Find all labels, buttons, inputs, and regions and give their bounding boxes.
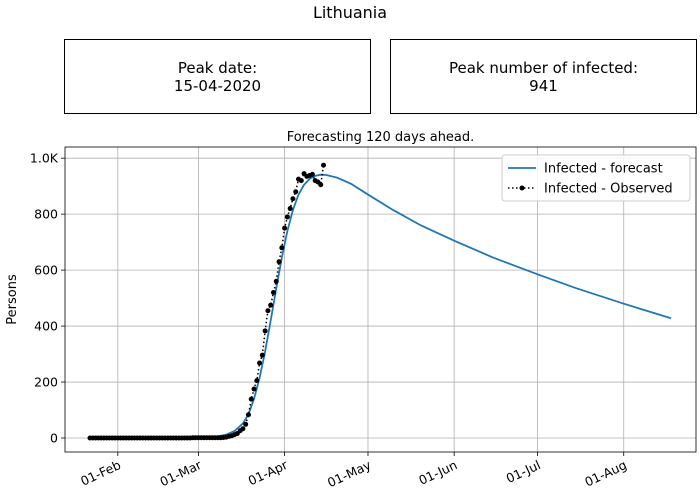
y-tick-label: 1.0K: [30, 151, 59, 166]
observed-point: [273, 278, 279, 284]
observed-point: [309, 171, 315, 177]
observed-point: [248, 396, 254, 402]
observed-point: [259, 352, 265, 358]
x-tick-label: 01-May: [325, 457, 374, 490]
y-tick-label: 400: [34, 319, 58, 334]
peak-count-value: 941: [529, 76, 558, 95]
legend-box: [501, 154, 691, 202]
y-tick-label: 800: [34, 207, 58, 222]
legend-entry-label: Infected - Observed: [544, 182, 673, 197]
x-tick-label: 01-Mar: [157, 457, 204, 490]
observed-point: [290, 196, 296, 202]
y-tick-label: 0: [50, 431, 58, 446]
observed-point: [284, 214, 290, 220]
peak-count-box: Peak number of infected: 941: [390, 39, 697, 114]
observed-point: [243, 421, 249, 427]
observed-point: [270, 290, 276, 296]
peak-date-label: Peak date:: [177, 58, 258, 77]
observed-point: [279, 245, 285, 251]
observed-series-line: [90, 165, 325, 439]
peak-date-box: Peak date: 15-04-2020: [64, 39, 371, 114]
x-tick-label: 01-Feb: [78, 457, 123, 489]
x-tick-label: 01-Aug: [582, 457, 629, 489]
observed-point: [257, 360, 263, 366]
x-tick-label: 01-Apr: [246, 457, 291, 489]
chart-title: Forecasting 120 days ahead.: [287, 130, 475, 145]
observed-point: [321, 162, 327, 168]
peak-date-value: 15-04-2020: [173, 76, 262, 95]
y-axis-label: Persons: [5, 274, 20, 325]
observed-point: [287, 206, 293, 212]
x-tick-label: 01-Jun: [416, 457, 459, 488]
observed-point: [262, 328, 268, 334]
x-tick-label: 01-Jul: [504, 457, 543, 486]
peak-count-label: Peak number of infected:: [448, 58, 639, 77]
observed-point: [276, 259, 282, 265]
legend-observed-marker: [519, 185, 525, 191]
observed-point: [282, 225, 288, 231]
plot-frame: [64, 146, 697, 453]
observed-point: [268, 302, 274, 308]
observed-point: [240, 426, 246, 432]
y-tick-label: 200: [34, 375, 58, 390]
observed-point: [318, 182, 324, 188]
observed-point: [251, 386, 257, 392]
legend-entry-label: Infected - forecast: [544, 162, 663, 177]
observed-point: [298, 178, 304, 184]
observed-point: [265, 308, 271, 314]
observed-point: [293, 189, 299, 195]
y-tick-label: 600: [34, 263, 58, 278]
observed-point: [254, 378, 260, 384]
observed-point: [245, 412, 251, 418]
figure-title: Lithuania: [312, 3, 388, 22]
